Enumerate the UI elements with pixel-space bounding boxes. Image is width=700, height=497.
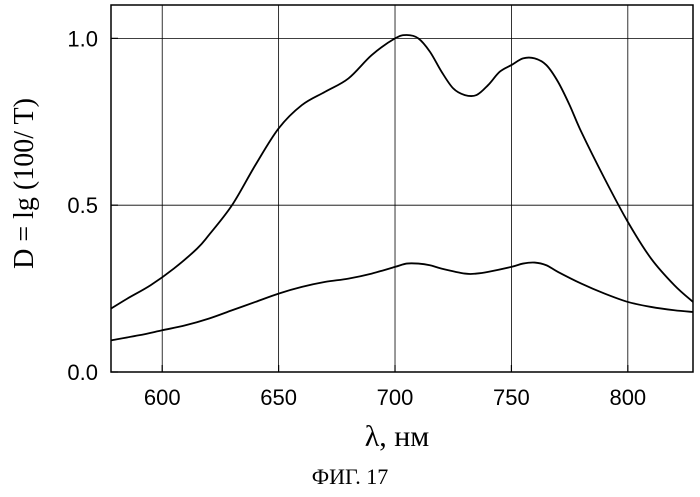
y-axis-title: D = lg (100/ T) bbox=[9, 98, 40, 269]
series-line-2 bbox=[111, 262, 693, 340]
series-line-1 bbox=[111, 35, 693, 309]
y-tick-label: 0.5 bbox=[67, 193, 98, 218]
x-tick-label: 700 bbox=[377, 385, 414, 410]
figure-caption: ФИГ. 17 bbox=[0, 464, 700, 490]
x-tick-label: 600 bbox=[144, 385, 181, 410]
grid bbox=[111, 5, 693, 372]
x-tick-label: 750 bbox=[493, 385, 530, 410]
plot-frame bbox=[111, 5, 693, 372]
y-tick-label: 0.0 bbox=[67, 360, 98, 385]
x-axis-title: λ, нм bbox=[365, 420, 430, 453]
series-group bbox=[111, 35, 693, 340]
y-tick-label: 1.0 bbox=[67, 26, 98, 51]
x-tick-label: 650 bbox=[260, 385, 297, 410]
x-tick-label: 800 bbox=[609, 385, 646, 410]
